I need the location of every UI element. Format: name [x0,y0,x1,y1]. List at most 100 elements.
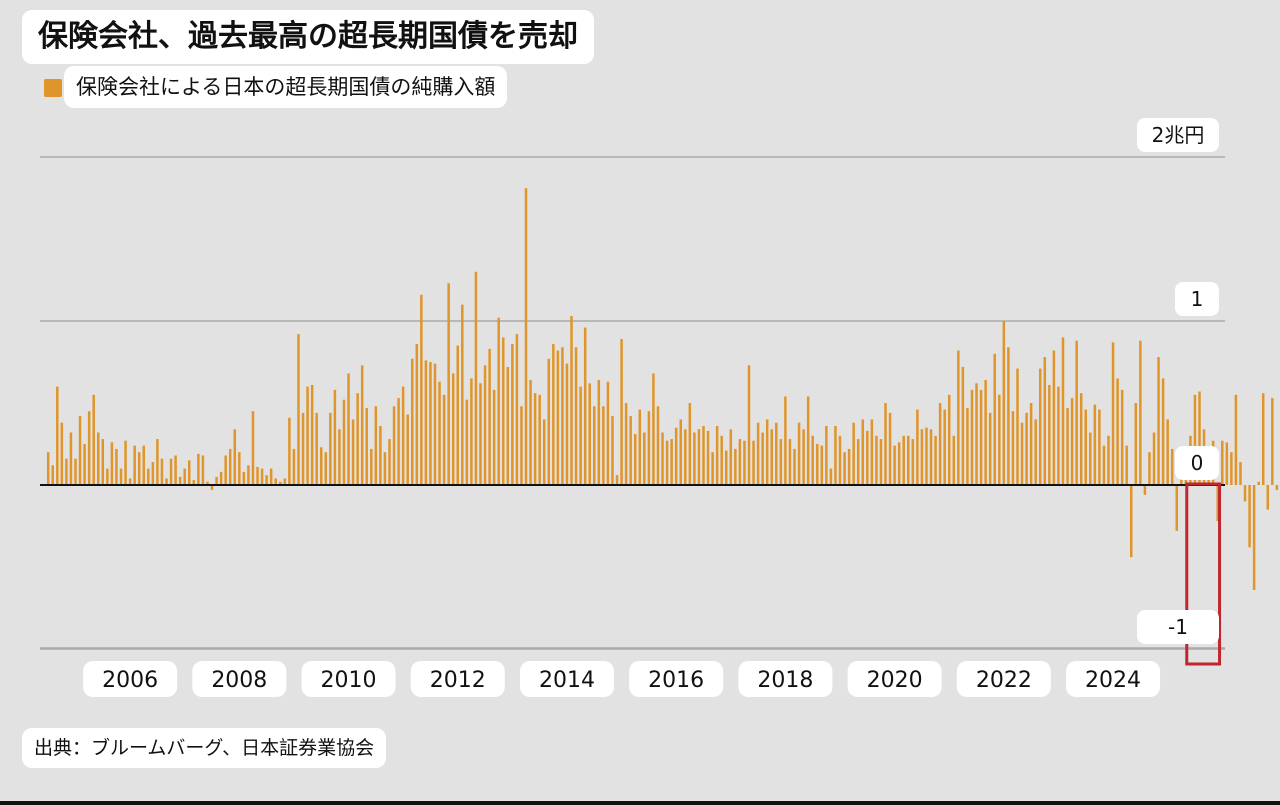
bar-0-154 [747,365,751,485]
bar-0-43 [242,471,246,485]
bar-0-214 [1020,422,1024,485]
bar-0-178 [856,439,860,485]
bar-0-199 [952,435,956,485]
bar-0-70 [365,407,368,485]
bar-0-62 [329,412,332,485]
bar-0-191 [916,409,919,485]
bar-0-257 [1216,485,1219,522]
bar-0-94 [474,271,478,485]
bar-0-160 [775,422,778,485]
bar-0-166 [802,429,805,485]
legend-label: 保険会社による日本の超長期国債の純購入額 [64,66,508,108]
bar-0-76 [392,406,396,485]
bar-0-142 [693,432,696,485]
bottom-border [0,801,1280,805]
bar-0-60 [319,447,323,485]
bar-0-34 [201,455,205,485]
x-tick-pill [629,661,724,697]
bar-0-108 [538,394,541,485]
bar-0-215 [1025,412,1028,485]
bar-0-15 [115,448,118,485]
bar-0-100 [502,337,505,485]
bar-0-49 [269,468,273,485]
bar-0-3 [60,422,64,485]
bar-0-40 [228,448,232,485]
bar-0-258 [1221,440,1224,485]
bar-0-139 [679,419,682,485]
bar-0-0 [46,452,50,485]
bar-0-218 [1038,368,1042,485]
bar-0-107 [533,393,537,485]
x-tick-pill [192,661,287,697]
bar-0-4 [65,458,68,485]
bar-0-233 [1107,435,1110,485]
highlight-box [1185,482,1222,666]
bar-0-48 [265,475,268,485]
bar-0-201 [961,366,965,485]
bar-0-138 [674,427,678,485]
bar-0-231 [1098,409,1101,485]
bar-0-259 [1225,442,1229,485]
bar-0-75 [388,439,391,485]
bar-0-221 [1052,350,1056,485]
bar-0-5 [69,432,73,485]
bar-0-230 [1093,404,1097,485]
bar-0-125 [615,475,619,485]
bar-0-98 [492,389,496,485]
bar-0-239 [1134,403,1138,485]
bar-0-25 [160,458,164,485]
bar-0-66 [347,373,350,485]
bar-0-248 [1175,485,1179,531]
bar-0-133 [652,373,655,485]
y-tick-pill-1 [1175,282,1219,316]
bar-0-213 [1016,368,1019,485]
bar-0-12 [101,439,105,485]
bar-0-130 [638,409,642,485]
bar-0-216 [1029,403,1033,485]
bar-0-244 [1157,357,1160,485]
bar-0-50 [274,478,277,485]
bar-0-78 [401,386,405,485]
bar-0-45 [251,411,255,485]
bar-0-129 [633,434,637,485]
bar-0-211 [1007,347,1010,485]
bar-0-169 [816,444,819,485]
x-tick-label: 2010 [321,668,377,693]
bar-0-111 [552,343,555,485]
bar-0-217 [1034,419,1037,485]
bar-0-222 [1057,386,1060,485]
x-tick-pill [847,661,942,697]
y-tick-label: 0 [1191,451,1204,475]
bar-0-116 [574,347,578,485]
bar-0-84 [429,362,432,485]
bar-0-36 [210,485,214,490]
bar-0-197 [943,409,946,485]
bar-0-57 [306,386,309,485]
bar-0-237 [1125,445,1128,485]
bar-0-127 [624,403,628,485]
bar-0-81 [415,343,419,485]
bar-0-261 [1234,394,1238,485]
bar-0-156 [756,422,760,485]
bar-0-101 [506,366,510,485]
bar-0-17 [124,440,127,485]
bar-0-109 [542,419,546,485]
bar-0-198 [947,394,951,485]
bar-0-71 [370,448,373,485]
x-tick-label: 2006 [102,668,158,693]
bar-0-235 [1116,378,1119,485]
y-tick-pill-2 [1137,118,1219,152]
bar-0-153 [743,440,746,485]
y-tick-pill-0 [1175,446,1219,480]
bar-0-204 [975,383,978,485]
bar-0-223 [1061,337,1065,485]
bar-0-11 [96,432,100,485]
bar-0-202 [966,407,969,485]
bar-0-106 [529,380,532,485]
bar-0-51 [279,481,282,485]
bar-0-225 [1070,398,1074,485]
bar-0-203 [970,389,974,485]
bar-0-183 [879,439,883,485]
bar-0-18 [128,478,132,485]
bar-0-24 [156,439,159,485]
